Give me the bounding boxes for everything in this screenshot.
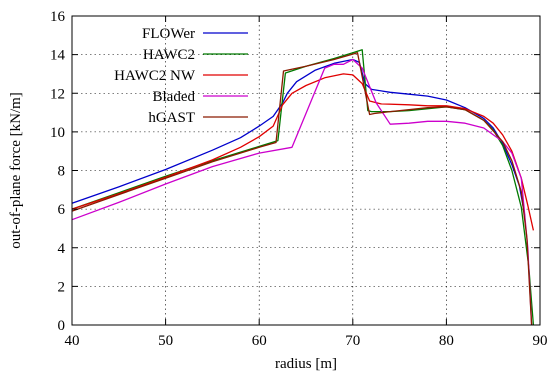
legend-label: FLOWer [142,26,195,42]
y-tick-label: 16 [50,9,66,25]
y-tick-label: 2 [58,279,66,295]
y-tick-label: 6 [58,202,66,218]
y-axis-label: out-of-plane force [kN/m] [8,92,24,249]
x-tick-label: 50 [158,333,173,349]
ticks: 40 50 60 70 80 90 0 2 4 6 8 10 12 14 16 [50,9,548,349]
y-tick-label: 12 [50,86,65,102]
series-lines [71,49,535,326]
x-tick-label: 40 [65,333,80,349]
series-line-hawc2 [71,49,535,326]
y-tick-label: 8 [58,164,66,180]
series-line-hawc2-nw [71,73,535,231]
y-tick-label: 0 [58,318,66,334]
x-tick-label: 60 [252,333,267,349]
y-tick-label: 4 [58,241,66,257]
grid [72,16,540,325]
x-tick-label: 70 [345,333,360,349]
y-tick-label: 10 [50,125,65,141]
x-tick-label: 80 [439,333,454,349]
series-line-hgast [71,52,533,326]
x-axis-label: radius [m] [275,356,337,372]
series-line-bladed [71,58,533,326]
legend-label: Bladed [153,89,196,105]
x-tick-label: 90 [533,333,548,349]
legend: FLOWer HAWC2 HAWC2 NW Bladed hGAST [114,26,248,126]
legend-label: hGAST [148,110,195,126]
legend-label: HAWC2 NW [114,68,196,84]
y-tick-label: 14 [50,48,66,64]
legend-label: HAWC2 [143,47,195,63]
